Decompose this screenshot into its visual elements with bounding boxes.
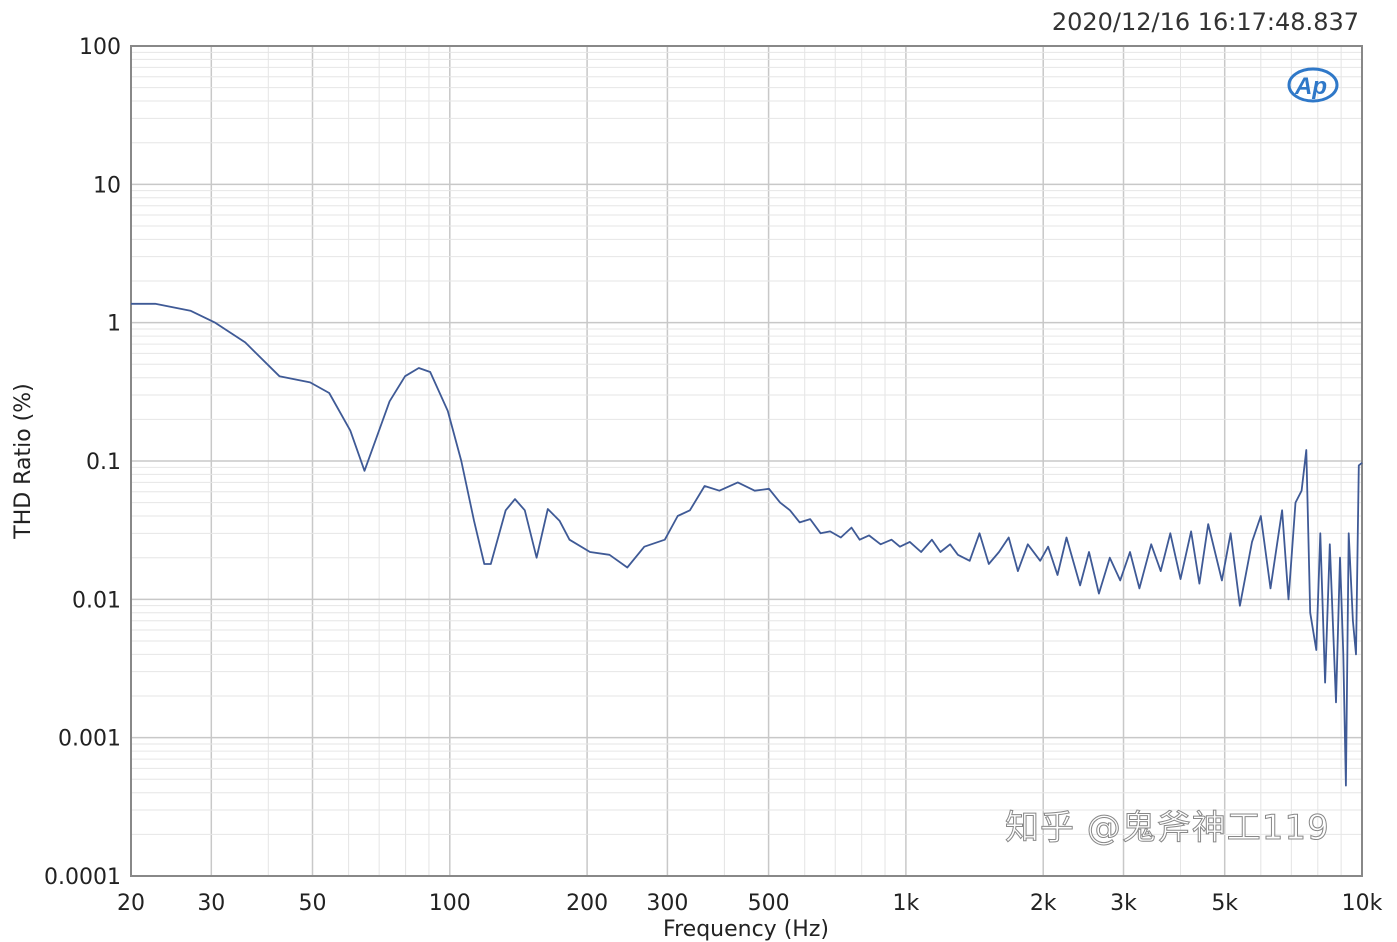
x-tick-label: 1k [893, 891, 920, 916]
svg-text:Ap: Ap [1294, 73, 1327, 100]
y-tick-label: 100 [79, 35, 121, 60]
y-tick-label: 10 [93, 173, 121, 198]
y-axis-label: THD Ratio (%) [11, 383, 36, 539]
x-tick-label: 500 [748, 891, 790, 916]
x-tick-label: 100 [429, 891, 471, 916]
x-axis-label: Frequency (Hz) [663, 917, 829, 942]
x-tick-label: 20 [117, 891, 145, 916]
x-tick-label: 200 [566, 891, 608, 916]
x-tick-label: 30 [197, 891, 225, 916]
x-tick-label: 5k [1211, 891, 1238, 916]
y-tick-label: 0.01 [72, 588, 121, 613]
y-tick-labels: 100 10 1 0.1 0.01 0.001 0.0001 [44, 35, 121, 890]
x-tick-label: 3k [1110, 891, 1137, 916]
y-tick-label: 0.0001 [44, 865, 121, 890]
timestamp: 2020/12/16 16:17:48.837 [1051, 8, 1359, 36]
x-tick-label: 10k [1342, 891, 1383, 916]
y-tick-label: 0.001 [58, 727, 121, 752]
thd-series-line [131, 302, 1363, 787]
x-tick-label: 50 [299, 891, 327, 916]
plot-frame [130, 45, 1363, 877]
ap-logo: Ap [1287, 67, 1339, 103]
x-tick-labels: 20 30 50 100 200 300 500 1k 2k 3k 5k 10k [117, 891, 1383, 916]
grid [130, 46, 1363, 877]
x-tick-label: 2k [1030, 891, 1057, 916]
y-tick-label: 1 [107, 312, 121, 337]
y-tick-label: 0.1 [86, 450, 121, 475]
x-tick-label: 300 [646, 891, 688, 916]
watermark: 知乎 @鬼斧神工119 [1005, 808, 1330, 849]
